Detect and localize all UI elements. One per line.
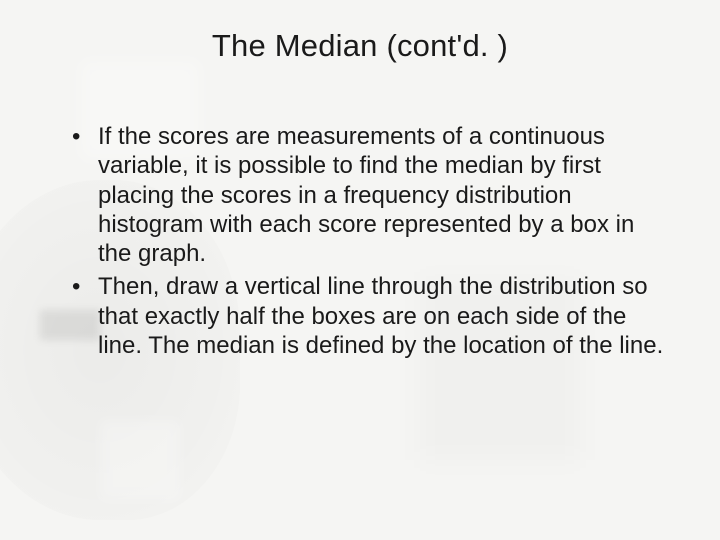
bullet-item: If the scores are measurements of a cont… (72, 122, 672, 268)
bullet-item: Then, draw a vertical line through the d… (72, 272, 672, 360)
bullet-list: If the scores are measurements of a cont… (48, 122, 672, 360)
slide-content: The Median (cont'd. ) If the scores are … (0, 0, 720, 540)
slide-title: The Median (cont'd. ) (48, 28, 672, 64)
